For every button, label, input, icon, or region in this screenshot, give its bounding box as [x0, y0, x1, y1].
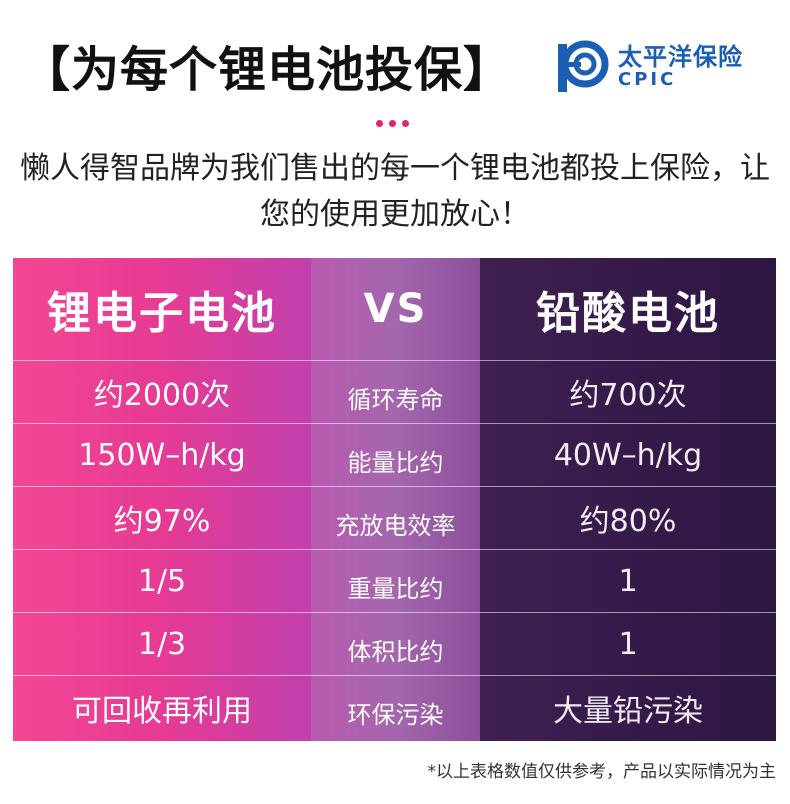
lithium-header: 锂电子电池 [13, 258, 311, 361]
footnote: *以上表格数值仅供参考，产品以实际情况为主 [427, 762, 777, 782]
cpic-logo: 太平洋保险 CPIC [556, 40, 743, 94]
comparison-table: 锂电子电池 约2000次 150W–h/kg 约97% 1/5 1/3 可回收再… [13, 258, 776, 741]
metric-label: 重量比约 [311, 550, 480, 613]
metric-label: 充放电效率 [311, 487, 480, 550]
metric-label: 循环寿命 [311, 361, 480, 424]
page-title: 【为每个锂电池投保】 [22, 42, 513, 98]
logo-name-cn: 太平洋保险 [618, 43, 743, 71]
lithium-cell: 可回收再利用 [72, 693, 252, 729]
lead-acid-cell: 40W–h/kg [480, 424, 776, 487]
metric-label: 环保污染 [347, 701, 444, 729]
dot [402, 120, 409, 127]
lead-acid-column: 铅酸电池 约700次 40W–h/kg 约80% 1 1 大量铅污染 [480, 258, 776, 741]
decorative-dots [376, 120, 409, 127]
lead-acid-cell: 约80% [480, 487, 776, 550]
lithium-cell: 1/5 [13, 550, 311, 613]
metric-label: 体积比约 [311, 613, 480, 676]
vs-header: VS [311, 258, 480, 361]
dot [389, 120, 396, 127]
lithium-cell: 150W–h/kg [13, 424, 311, 487]
dot [376, 120, 383, 127]
cpic-logo-icon [558, 40, 609, 92]
lead-acid-cell: 约700次 [480, 361, 776, 424]
metric-label: 能量比约 [311, 424, 480, 487]
lithium-cell: 约2000次 [13, 361, 311, 424]
metric-column: VS 循环寿命 能量比约 充放电效率 重量比约 体积比约 环保污染 [311, 258, 480, 741]
lithium-column: 锂电子电池 约2000次 150W–h/kg 约97% 1/5 1/3 可回收再… [13, 258, 311, 741]
lead-acid-cell: 大量铅污染 [553, 693, 703, 729]
logo-name-en: CPIC [618, 69, 677, 90]
lead-acid-cell: 1 [480, 550, 776, 613]
lead-acid-cell: 1 [480, 613, 776, 676]
lithium-cell: 1/3 [13, 613, 311, 676]
intro-text: 懒人得智品牌为我们售出的每一个锂电池都投上保险，让您的使用更加放心！ [20, 151, 770, 232]
lead-acid-header: 铅酸电池 [480, 258, 776, 361]
lithium-cell: 约97% [13, 487, 311, 550]
